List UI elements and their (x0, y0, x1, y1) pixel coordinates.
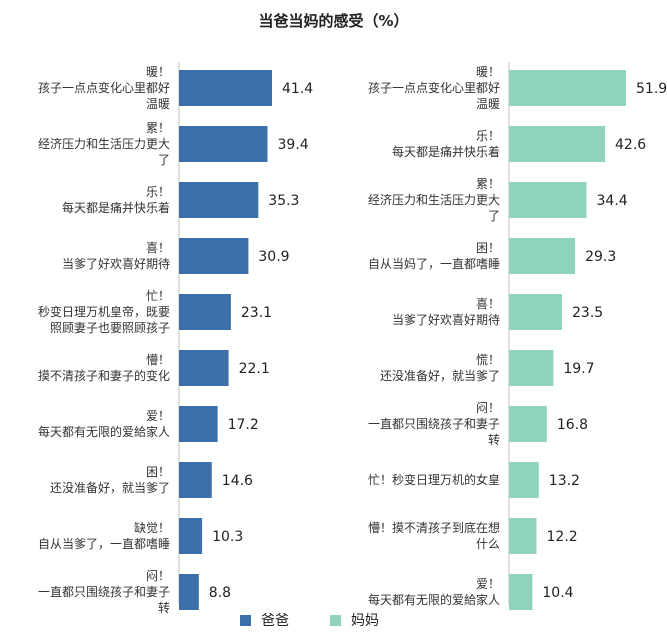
bar-mom-5 (509, 294, 562, 330)
category-label-dad-9: 缺觉！自从当爹了，一直都嗜睡 (38, 520, 170, 551)
value-label-dad-8: 14.6 (222, 473, 253, 489)
value-label-mom-7: 16.8 (557, 417, 588, 433)
value-label-dad-6: 22.1 (239, 361, 270, 377)
bar-dad-3 (179, 182, 259, 218)
bar-mom-3 (509, 182, 587, 218)
legend-item-mom: 妈妈 (330, 610, 379, 630)
bar-dad-1 (179, 70, 272, 106)
value-label-mom-9: 12.2 (547, 529, 578, 545)
bar-mom-8 (509, 462, 539, 498)
bar-dad-4 (179, 238, 249, 274)
value-label-dad-10: 8.8 (209, 585, 231, 601)
value-label-dad-1: 41.4 (282, 81, 313, 97)
value-label-mom-4: 29.3 (585, 249, 616, 265)
category-label-dad-6: 懵！摸不清孩子和妻子的变化 (38, 353, 170, 383)
legend: 爸爸 妈妈 (0, 610, 667, 634)
value-label-dad-3: 35.3 (268, 193, 299, 209)
category-label-dad-7: 爱！每天都有无限的爱給家人 (38, 409, 170, 439)
bar-dad-2 (179, 126, 268, 162)
bar-dad-5 (179, 294, 231, 330)
category-label-dad-10: 闷！一直都只围绕孩子和妻子转 (38, 568, 170, 615)
category-label-mom-5: 喜！当爹了好欢喜好期待 (392, 297, 500, 327)
category-label-dad-4: 喜！当爹了好欢喜好期待 (62, 241, 170, 271)
category-label-dad-5: 忙！秒变日理万机皇帝，既要照顾妻子也要照顾孩子 (38, 289, 170, 335)
bar-mom-9 (509, 518, 537, 554)
bar-mom-4 (509, 238, 576, 274)
value-label-mom-3: 34.4 (597, 193, 628, 209)
bar-mom-6 (509, 350, 554, 386)
legend-swatch-dad (240, 614, 251, 626)
category-label-mom-1: 暖！孩子一点点变化心里都好温暖 (368, 65, 500, 111)
bar-dad-8 (179, 462, 212, 498)
value-label-dad-9: 10.3 (212, 529, 243, 545)
value-label-mom-6: 19.7 (563, 361, 594, 377)
value-label-mom-2: 42.6 (615, 137, 646, 153)
category-label-mom-2: 乐！每天都是痛并快乐着 (392, 129, 500, 159)
value-label-dad-5: 23.1 (241, 305, 272, 321)
category-label-mom-6: 慌！还没准备好，就当爹了 (380, 353, 500, 383)
legend-item-dad: 爸爸 (240, 610, 289, 630)
category-label-mom-10: 爱！每天都有无限的爱給家人 (368, 577, 500, 607)
bar-dad-10 (179, 574, 199, 610)
bar-mom-7 (509, 406, 547, 442)
value-label-mom-1: 51.9 (636, 81, 667, 97)
value-label-dad-2: 39.4 (278, 137, 309, 153)
value-label-mom-10: 10.4 (542, 585, 573, 601)
value-label-mom-5: 23.5 (572, 305, 603, 321)
category-label-dad-3: 乐！每天都是痛并快乐着 (62, 185, 170, 215)
bar-mom-2 (509, 126, 605, 162)
bar-mom-1 (509, 70, 626, 106)
value-label-dad-4: 30.9 (258, 249, 289, 265)
value-label-mom-8: 13.2 (549, 473, 580, 489)
legend-label-mom: 妈妈 (351, 613, 379, 629)
legend-label-dad: 爸爸 (261, 613, 289, 629)
bar-dad-7 (179, 406, 218, 442)
bar-dad-6 (179, 350, 229, 386)
category-label-mom-7: 闷！一直都只围绕孩子和妻子转 (368, 400, 500, 447)
category-label-mom-9: 懵！摸不清孩子到底在想什么 (368, 520, 500, 551)
category-label-dad-2: 累！经济压力和生活压力更大了 (38, 121, 170, 167)
legend-swatch-mom (330, 614, 341, 626)
category-label-mom-3: 累！经济压力和生活压力更大了 (368, 177, 500, 223)
category-label-dad-8: 困！还没准备好，就当爹了 (50, 465, 170, 495)
bar-dad-9 (179, 518, 203, 554)
category-label-mom-8: 忙！秒变日理万机的女皇 (368, 472, 500, 487)
bar-mom-10 (509, 574, 533, 610)
category-label-dad-1: 暖！孩子一点点变化心里都好温暖 (38, 65, 170, 111)
value-label-dad-7: 17.2 (228, 417, 259, 433)
category-label-mom-4: 困！自从当妈了，一直都嗜睡 (368, 241, 500, 271)
chart-title: 当爸当妈的感受（%） (258, 12, 409, 30)
